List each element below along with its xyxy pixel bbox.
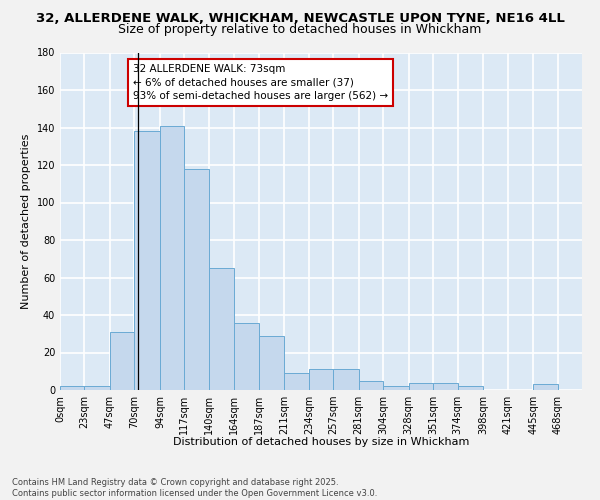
Bar [259, 336, 284, 390]
X-axis label: Distribution of detached houses by size in Whickham: Distribution of detached houses by size … [173, 437, 469, 447]
Bar [409, 382, 433, 390]
Bar [433, 382, 458, 390]
Text: Contains HM Land Registry data © Crown copyright and database right 2025.
Contai: Contains HM Land Registry data © Crown c… [12, 478, 377, 498]
Bar [85, 386, 110, 390]
Bar [284, 373, 309, 390]
Text: 32 ALLERDENE WALK: 73sqm
← 6% of detached houses are smaller (37)
93% of semi-de: 32 ALLERDENE WALK: 73sqm ← 6% of detache… [133, 64, 388, 100]
Text: Size of property relative to detached houses in Whickham: Size of property relative to detached ho… [118, 22, 482, 36]
Text: 32, ALLERDENE WALK, WHICKHAM, NEWCASTLE UPON TYNE, NE16 4LL: 32, ALLERDENE WALK, WHICKHAM, NEWCASTLE … [35, 12, 565, 26]
Bar [160, 126, 184, 390]
Bar [209, 268, 235, 390]
Bar [60, 386, 85, 390]
Bar [359, 380, 383, 390]
Bar [458, 386, 483, 390]
Bar [235, 322, 259, 390]
Bar [333, 370, 359, 390]
Bar [383, 386, 409, 390]
Bar [184, 169, 209, 390]
Y-axis label: Number of detached properties: Number of detached properties [21, 134, 31, 309]
Bar [134, 131, 160, 390]
Bar [533, 384, 557, 390]
Bar [309, 370, 333, 390]
Bar [110, 332, 134, 390]
